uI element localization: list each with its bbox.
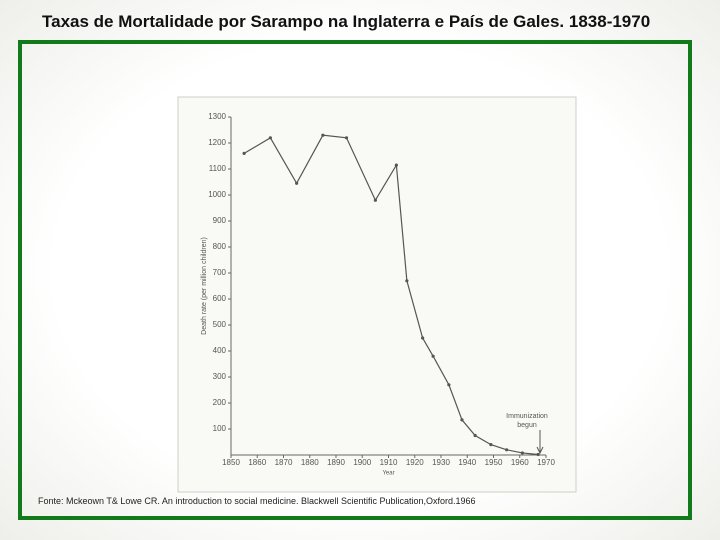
data-point	[473, 433, 477, 438]
x-tick-label: 1920	[406, 458, 424, 467]
x-tick-label: 1900	[353, 458, 371, 467]
y-tick-label: 900	[213, 216, 227, 225]
y-tick-label: 1300	[208, 112, 226, 121]
source-note: Fonte: Mckeown T& Lowe CR. An introducti…	[38, 496, 476, 506]
y-tick-label: 100	[213, 424, 227, 433]
y-tick-label: 500	[213, 320, 227, 329]
y-tick-label: 700	[213, 268, 227, 277]
data-point	[321, 133, 325, 137]
y-tick-label: 400	[213, 346, 227, 355]
slide-title: Taxas de Mortalidade por Sarampo na Ingl…	[42, 12, 651, 31]
x-tick-label: 1880	[301, 458, 319, 467]
y-tick-label: 200	[213, 398, 227, 407]
data-point	[373, 198, 377, 202]
y-axis-label: Death rate (per million children)	[201, 237, 208, 335]
x-tick-label: 1950	[485, 458, 503, 467]
x-tick-label: 1970	[537, 458, 555, 467]
x-tick-label: 1870	[275, 458, 293, 467]
x-tick-label: 1850	[222, 458, 240, 467]
y-tick-label: 1100	[209, 164, 227, 173]
x-tick-label: 1960	[511, 458, 529, 467]
y-tick-label: 800	[213, 242, 227, 251]
chart-background	[177, 96, 577, 493]
data-point	[489, 443, 493, 447]
data-point	[520, 451, 524, 455]
x-tick-label: 1910	[380, 458, 398, 467]
data-point	[344, 136, 349, 140]
annotation: Immunization	[506, 413, 548, 420]
y-tick-label: 600	[213, 294, 227, 303]
arrow-head	[536, 446, 544, 455]
data-point	[536, 452, 540, 457]
x-axis-label: Year	[382, 471, 394, 477]
data-point	[295, 181, 299, 185]
x-tick-label: 1930	[432, 458, 450, 467]
data-point	[421, 336, 425, 340]
data-point	[447, 383, 451, 387]
data-point	[460, 418, 464, 422]
y-tick-label: 1000	[208, 190, 226, 199]
data-point	[431, 354, 435, 358]
annotation: begun	[517, 422, 537, 429]
x-tick-label: 1860	[248, 458, 266, 467]
y-tick-label: 300	[213, 372, 227, 381]
data-point	[394, 163, 398, 167]
data-point	[268, 136, 272, 140]
x-tick-label: 1940	[458, 458, 476, 467]
y-tick-label: 1200	[208, 138, 226, 147]
x-tick-label: 1890	[327, 458, 345, 467]
data-point	[405, 279, 409, 283]
frame	[18, 40, 692, 520]
data-point	[242, 151, 246, 155]
data-point	[505, 448, 509, 452]
